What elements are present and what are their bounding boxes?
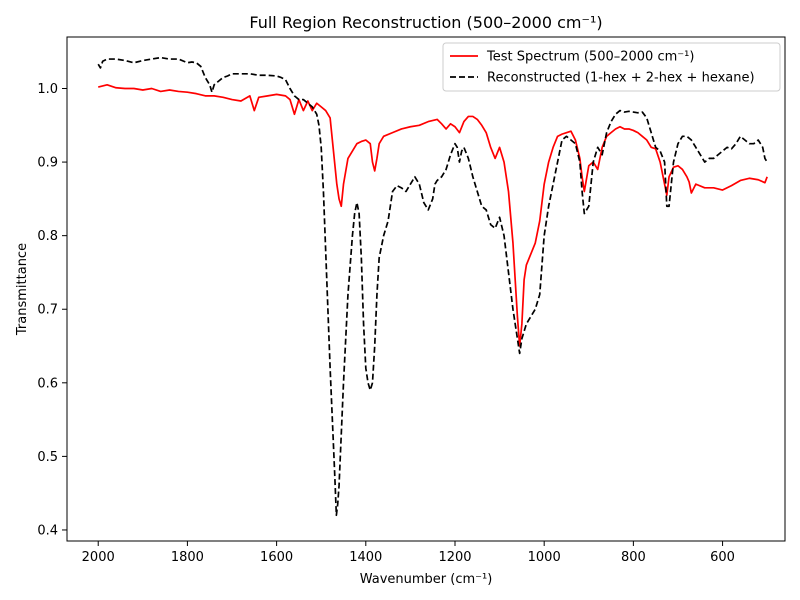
x-tick-label: 1600 — [260, 550, 293, 565]
plot-frame — [66, 36, 786, 542]
y-axis-label: Transmittance — [15, 243, 30, 336]
x-tick-label: 1800 — [171, 550, 204, 565]
y-tick-label: 0.7 — [37, 303, 58, 318]
y-tick-label: 0.6 — [37, 376, 58, 391]
legend-box — [442, 42, 781, 92]
y-tick-label: 0.4 — [37, 523, 58, 538]
x-tick-label: 1200 — [438, 550, 471, 565]
y-axis: 0.4 0.5 0.6 0.7 0.8 0.9 1.0 — [37, 82, 67, 538]
legend: Test Spectrum (500–2000 cm⁻¹) Reconstruct… — [442, 42, 781, 92]
legend-label: Reconstructed (1-hex + 2-hex + hexane) — [487, 71, 755, 86]
x-tick-label: 2000 — [82, 550, 115, 565]
plot-area — [97, 56, 768, 517]
test-spectrum-line — [98, 83, 768, 347]
x-tick-label: 800 — [621, 550, 646, 565]
x-tick-label: 1000 — [528, 550, 561, 565]
y-tick-label: 0.8 — [37, 229, 58, 244]
x-tick-label: 600 — [710, 550, 735, 565]
y-tick-label: 0.9 — [37, 156, 58, 171]
y-tick-label: 1.0 — [37, 82, 58, 97]
x-tick-label: 1400 — [349, 550, 382, 565]
reconstructed-line — [97, 56, 768, 517]
x-axis: 2000 1800 1600 1400 1200 1000 800 600 — [82, 541, 735, 565]
chart-title: Full Region Reconstruction (500–2000 cm⁻… — [249, 13, 602, 32]
y-tick-label: 0.5 — [37, 450, 58, 465]
x-axis-label: Wavenumber (cm⁻¹) — [360, 572, 493, 587]
legend-label: Test Spectrum (500–2000 cm⁻¹) — [486, 50, 694, 65]
